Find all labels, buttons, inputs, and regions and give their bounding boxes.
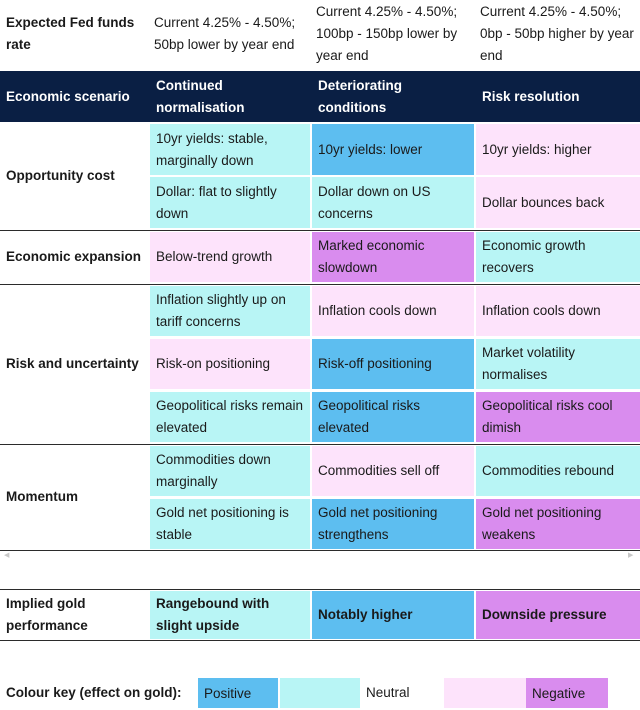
risk-r2-c3-text: Market volatility normalises [482,345,576,382]
key-negative-swatch: Negative [526,678,608,708]
opp-cost-r1-c1-text: 10yr yields: stable, marginally down [156,130,268,168]
momentum-r2-c1-text: Gold net positioning is stable [156,505,289,542]
opp-cost-r1-c1: 10yr yields: stable, marginally down [150,124,310,175]
risk-r1-c3: Inflation cools down [476,286,640,336]
risk-r1-c2: Inflation cools down [312,286,474,336]
risk-r3-c3: Geopolitical risks cool dimish [476,392,640,442]
implied-col-2-text: Notably higher [318,607,413,622]
opp-cost-r1-c3: 10yr yields: higher [476,124,640,175]
opp-cost-r2-c2-text: Dollar down on US concerns [318,183,431,221]
key-positive-swatch: Positive [198,678,278,708]
header-col-3: Risk resolution [476,71,640,122]
momentum-r1-c1: Commodities down marginally [150,446,310,496]
risk-r2-c3: Market volatility normalises [476,339,640,389]
divider-4 [0,550,640,551]
risk-r1-c1: Inflation slightly up on tariff concerns [150,286,310,336]
momentum-r2-c2: Gold net positioning strengthens [312,499,474,549]
econ-exp-c2: Marked economic slowdown [312,232,474,282]
opp-cost-r2-c2: Dollar down on US concerns [312,177,474,228]
momentum-r2-c1: Gold net positioning is stable [150,499,310,549]
opp-cost-r2-c1-text: Dollar: flat to slightly down [156,183,277,221]
fed-rate-col-3-text: Current 4.25% - 4.50%; 0bp - 50bp higher… [480,4,634,63]
row-label-economic-expansion: Economic expansion [0,232,148,282]
risk-r2-c1-text: Risk-on positioning [156,356,271,371]
implied-label: Implied gold performance [0,591,148,639]
header-col-3-text: Risk resolution [482,88,580,104]
header-col-1-text: Continued normalisation [156,77,245,115]
key-neutral-label: Neutral [366,685,410,700]
opp-cost-r2-c3: Dollar bounces back [476,177,640,228]
momentum-r2-c3-text: Gold net positioning weakens [482,505,602,542]
colour-key-label: Colour key (effect on gold): [6,685,182,700]
opp-cost-r2-c3-text: Dollar bounces back [482,194,605,210]
row-label-economic-expansion-text: Economic expansion [6,249,142,264]
opp-cost-r1-c2-text: 10yr yields: lower [318,141,423,157]
header-col-2: Deteriorating conditions [312,71,474,122]
key-light-negative-swatch [444,678,526,708]
row-label-momentum-text: Momentum [6,489,78,504]
econ-exp-c1-text: Below-trend growth [156,249,273,264]
risk-r2-c2-text: Risk-off positioning [318,356,432,371]
implied-col-2: Notably higher [312,591,474,639]
divider-3 [0,444,640,445]
risk-r1-c1-text: Inflation slightly up on tariff concerns [156,292,286,329]
header-col-1: Continued normalisation [150,71,310,122]
momentum-r1-c2: Commodities sell off [312,446,474,496]
opp-cost-r1-c3-text: 10yr yields: higher [482,141,592,157]
key-positive-text: Positive [204,685,252,701]
implied-col-3-text: Downside pressure [482,607,607,622]
momentum-r2-c3: Gold net positioning weakens [476,499,640,549]
row-label-risk-uncertainty: Risk and uncertainty [0,286,148,442]
implied-col-1-text: Rangebound with slight upside [156,596,270,633]
momentum-r1-c2-text: Commodities sell off [318,463,440,478]
row-label-opportunity-cost: Opportunity cost [0,124,148,228]
implied-label-text: Implied gold performance [6,596,88,633]
implied-col-1: Rangebound with slight upside [150,591,310,639]
key-negative-text: Negative [532,685,586,701]
fed-rate-col-3: Current 4.25% - 4.50%; 0bp - 50bp higher… [474,0,640,68]
divider-6 [0,640,640,641]
opp-cost-r2-c1: Dollar: flat to slightly down [150,177,310,228]
implied-col-3: Downside pressure [476,591,640,639]
risk-r3-c2: Geopolitical risks elevated [312,392,474,442]
risk-r3-c1: Geopolitical risks remain elevated [150,392,310,442]
momentum-r1-c1-text: Commodities down marginally [156,452,271,489]
econ-exp-c3-text: Economic growth recovers [482,238,586,275]
risk-r3-c2-text: Geopolitical risks elevated [318,398,421,435]
risk-r2-c1: Risk-on positioning [150,339,310,389]
row-label-opportunity-cost-text: Opportunity cost [6,168,115,183]
econ-exp-c1: Below-trend growth [150,232,310,282]
risk-r3-c3-text: Geopolitical risks cool dimish [482,398,613,435]
fed-rate-col-1-text: Current 4.25% - 4.50%; 50bp lower by yea… [154,15,296,52]
fed-rate-col-2-text: Current 4.25% - 4.50%; 100bp - 150bp low… [316,4,458,63]
scroll-right-icon[interactable]: ▶ [628,552,634,559]
header-col-2-text: Deteriorating conditions [318,77,403,115]
momentum-r1-c3-text: Commodities rebound [482,463,615,478]
row-label-momentum: Momentum [0,446,148,548]
key-neutral-swatch [280,678,360,708]
divider-5 [0,589,640,590]
fed-rate-label: Expected Fed funds rate [0,0,150,68]
econ-exp-c2-text: Marked economic slowdown [318,238,425,275]
fed-rate-label-text: Expected Fed funds rate [6,15,135,52]
fed-rate-col-2: Current 4.25% - 4.50%; 100bp - 150bp low… [310,0,474,68]
header-label: Economic scenario [0,71,148,122]
opp-cost-r1-c2: 10yr yields: lower [312,124,474,175]
table-scrollbar[interactable]: ◀ ▶ [0,552,640,560]
risk-r3-c1-text: Geopolitical risks remain elevated [156,398,304,435]
econ-exp-c3: Economic growth recovers [476,232,640,282]
divider-1 [0,230,640,231]
risk-r1-c2-text: Inflation cools down [318,303,437,318]
risk-r2-c2: Risk-off positioning [312,339,474,389]
row-label-risk-uncertainty-text: Risk and uncertainty [6,356,139,371]
header-label-text: Economic scenario [6,88,130,104]
fed-rate-col-1: Current 4.25% - 4.50%; 50bp lower by yea… [148,0,310,68]
risk-r1-c3-text: Inflation cools down [482,303,601,318]
divider-2 [0,284,640,285]
momentum-r1-c3: Commodities rebound [476,446,640,496]
scroll-left-icon[interactable]: ◀ [4,552,10,559]
momentum-r2-c2-text: Gold net positioning strengthens [318,505,438,542]
